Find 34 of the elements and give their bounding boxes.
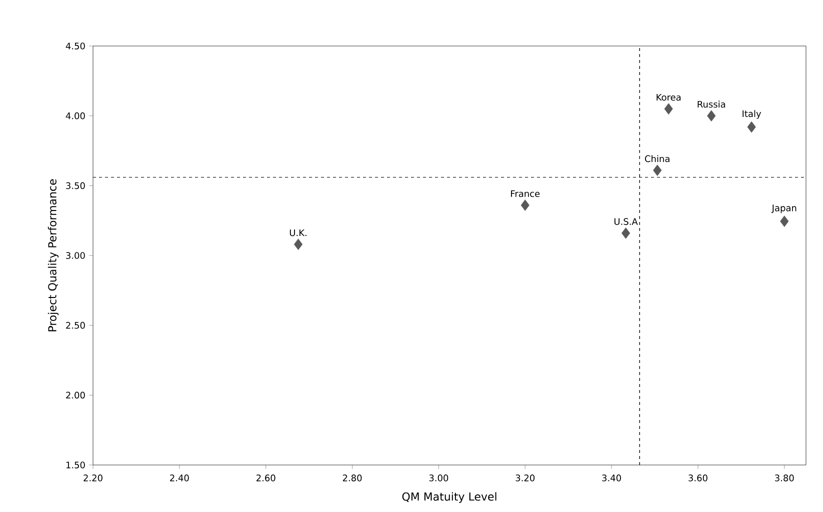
y-axis-title: Project Quality Performance — [48, 179, 59, 332]
y-tick-label: 4.50 — [66, 42, 85, 50]
y-tick-label: 3.00 — [66, 252, 85, 259]
x-axis-title: QM Matuity Level — [402, 492, 496, 503]
point — [653, 164, 662, 176]
point — [707, 110, 716, 122]
y-tick-label: 4.00 — [66, 112, 85, 120]
x-tick-label: 3.00 — [429, 474, 448, 482]
x-tick-label: 2.60 — [256, 474, 276, 482]
annotation: Korea — [656, 94, 681, 101]
x-tick-label: 2.80 — [342, 474, 362, 482]
y-tick-label: 2.50 — [66, 322, 85, 329]
annotation: Japan — [771, 204, 796, 214]
annotation: France — [511, 190, 540, 198]
x-tick-label: 2.20 — [84, 474, 102, 482]
x-tick-label: 3.80 — [775, 474, 794, 482]
x-tick-label: 2.40 — [170, 474, 189, 482]
point — [664, 103, 673, 115]
point — [294, 238, 303, 250]
y-tick-label: 2.00 — [66, 392, 85, 399]
x-tick-label: 3.40 — [602, 474, 621, 482]
y-tick-label: 1.50 — [66, 462, 85, 468]
annotation: U.K. — [290, 229, 306, 236]
point — [747, 121, 756, 133]
annotation: Russia — [698, 100, 726, 108]
point — [780, 216, 789, 227]
point — [622, 227, 630, 239]
point — [520, 200, 530, 211]
x-tick-label: 3.20 — [516, 474, 535, 482]
annotation: U.S.A — [614, 218, 638, 225]
x-tick-label: 3.60 — [688, 474, 708, 482]
annotation: Italy — [742, 110, 762, 119]
y-tick-label: 3.50 — [66, 182, 85, 190]
annotation: China — [644, 155, 670, 162]
